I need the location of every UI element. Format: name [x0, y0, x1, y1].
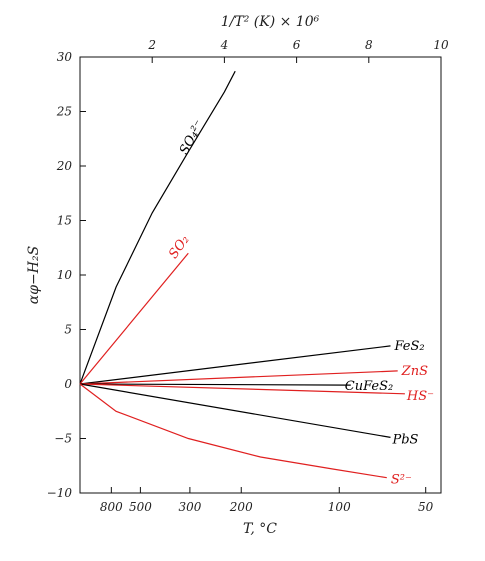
bottom-tick-label: 50 — [418, 500, 434, 514]
series-label-1: SO₂ — [166, 233, 193, 262]
y-tick-label: 25 — [56, 105, 72, 119]
bottom-tick-label: 300 — [178, 500, 201, 514]
series-line-6 — [79, 383, 391, 438]
plot-frame — [79, 56, 442, 494]
y-tick-label: 20 — [56, 159, 73, 173]
series-group — [79, 70, 405, 479]
series-label-3: ZnS — [401, 364, 428, 379]
series-label-0: SO₄²⁻ — [177, 118, 208, 158]
y-tick-label: 5 — [64, 323, 72, 337]
bottom-tick-label: 800 — [100, 500, 123, 514]
series-labels: SO₄²⁻ SO₂ FeS₂ ZnS CuFeS₂ HS⁻ PbS S²⁻ — [166, 118, 434, 488]
series-line-7 — [79, 383, 387, 479]
bottom-tick-label: 100 — [328, 500, 351, 514]
top-tick-label: 8 — [365, 38, 373, 52]
ticks: −10 −5 0 5 10 15 20 25 30 2 4 6 8 10 800 500 300 200 100 50 — [47, 38, 449, 514]
series-label-7: S²⁻ — [391, 473, 412, 488]
series-label-4: CuFeS₂ — [345, 379, 393, 394]
y-axis-title: αφ−H₂S — [26, 246, 42, 304]
bottom-axis-title: T, °C — [243, 521, 277, 537]
top-tick-label: 6 — [293, 38, 301, 52]
top-tick-label: 4 — [220, 38, 229, 52]
y-tick-label: −5 — [54, 432, 72, 446]
series-line-1 — [79, 252, 189, 385]
series-line-4 — [79, 383, 351, 386]
bottom-tick-label: 500 — [129, 500, 152, 514]
y-tick-label: −10 — [47, 486, 73, 500]
series-label-2: FeS₂ — [393, 339, 424, 354]
y-tick-label: 30 — [57, 50, 73, 64]
series-line-0 — [79, 70, 236, 385]
series-line-3 — [79, 370, 398, 385]
bottom-tick-label: 200 — [229, 500, 253, 514]
y-tick-label: 10 — [57, 268, 73, 282]
y-tick-label: 0 — [64, 377, 72, 391]
top-tick-label: 10 — [433, 38, 449, 52]
top-tick-label: 2 — [147, 38, 156, 52]
series-label-6: PbS — [391, 432, 418, 447]
series-label-5: HS⁻ — [406, 389, 434, 404]
series-line-5 — [79, 383, 405, 395]
top-axis-title: 1/T² (K) × 10⁶ — [221, 14, 320, 30]
series-line-2 — [79, 345, 391, 385]
y-tick-label: 15 — [57, 214, 72, 228]
